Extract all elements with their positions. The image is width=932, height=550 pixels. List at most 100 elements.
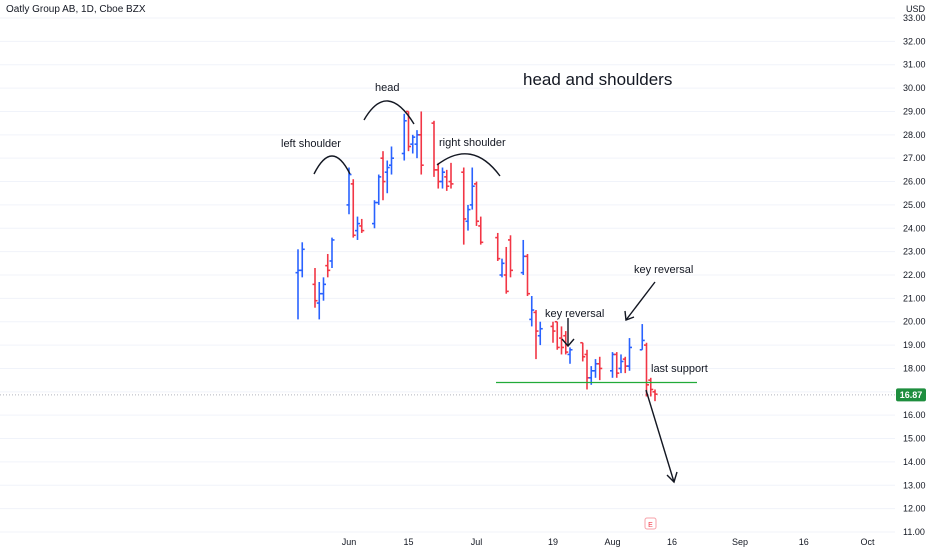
ohlc-bar xyxy=(550,321,556,343)
ohlc-bar xyxy=(567,347,573,364)
ohlc-bar xyxy=(644,342,649,397)
ohlc-bar xyxy=(610,352,615,378)
last-support-label: last support xyxy=(651,363,708,375)
ohlc-bar xyxy=(520,239,526,275)
ohlc-bar xyxy=(448,162,454,189)
x-tick-label: Jun xyxy=(342,537,357,547)
x-tick-label: 16 xyxy=(667,537,677,547)
key-reversal-label: key reversal xyxy=(634,264,693,276)
x-tick-label: Jul xyxy=(471,537,483,547)
ohlc-bar xyxy=(559,326,564,355)
ohlc-bar xyxy=(584,349,590,390)
x-tick-label: 16 xyxy=(799,537,809,547)
y-tick-label: 28.00 xyxy=(903,130,926,140)
y-tick-label: 14.00 xyxy=(903,457,926,467)
key-reversal-arrow-1 xyxy=(561,318,575,348)
x-tick-label: 15 xyxy=(403,537,413,547)
ohlc-bar xyxy=(389,146,394,175)
ohlc-bar xyxy=(652,389,658,402)
ohlc-bar xyxy=(410,134,416,154)
svg-text:E: E xyxy=(648,522,653,529)
y-tick-label: 22.00 xyxy=(903,270,926,280)
ohlc-bar xyxy=(295,249,301,320)
y-tick-label: 27.00 xyxy=(903,153,926,163)
y-tick-label: 21.00 xyxy=(903,293,926,303)
right-shoulder-label: right shoulder xyxy=(439,137,506,149)
ohlc-bar xyxy=(614,352,620,378)
y-tick-label: 15.00 xyxy=(903,434,926,444)
right-shoulder-arc xyxy=(436,153,501,177)
x-tick-label: 19 xyxy=(548,537,558,547)
ohlc-bar xyxy=(627,338,632,371)
left-shoulder-label: left shoulder xyxy=(281,138,341,150)
head-label: head xyxy=(375,82,399,94)
time-axis[interactable]: Jun 15 Jul 19 Aug 16 Sep 16 Oct xyxy=(342,537,875,547)
price-axis[interactable]: 11.0012.0013.0014.0015.0016.0017.0018.00… xyxy=(903,13,926,537)
chart-title: Oatly Group AB, 1D, Cboe BZX xyxy=(6,4,146,15)
ohlc-bar xyxy=(325,253,331,278)
ohlc-bar xyxy=(380,151,386,201)
ohlc-bar xyxy=(461,167,467,245)
ohlc-bar xyxy=(465,204,471,231)
ohlc-bar xyxy=(639,324,645,351)
y-tick-label: 16.00 xyxy=(903,410,926,420)
ohlc-bar xyxy=(359,218,365,233)
pattern-label: head and shoulders xyxy=(523,70,672,89)
key-reversal-arrow-2 xyxy=(624,281,656,321)
ohlc-bar xyxy=(418,111,424,175)
ohlc-bar xyxy=(376,174,382,205)
left-shoulder-arc xyxy=(313,155,351,175)
y-tick-label: 31.00 xyxy=(903,60,926,70)
y-tick-label: 25.00 xyxy=(903,200,926,210)
x-tick-label: Oct xyxy=(860,537,875,547)
ohlc-bar xyxy=(321,277,326,301)
ohlc-bar xyxy=(618,354,624,374)
price-bars xyxy=(295,110,658,402)
ohlc-bar xyxy=(537,321,543,346)
ohlc-bar xyxy=(499,258,505,278)
ohlc-bar xyxy=(346,167,352,215)
breakdown-arrow xyxy=(645,389,678,484)
ohlc-bar xyxy=(431,120,437,177)
head-arc xyxy=(363,100,415,125)
y-tick-label: 33.00 xyxy=(903,13,926,23)
y-tick-label: 23.00 xyxy=(903,247,926,257)
ohlc-bar xyxy=(444,169,450,191)
y-tick-label: 11.00 xyxy=(903,527,925,537)
y-tick-label: 24.00 xyxy=(903,223,926,233)
ohlc-bar xyxy=(299,242,305,278)
ohlc-bar xyxy=(554,320,560,350)
last-price-badge: 16.87 xyxy=(896,388,926,402)
y-tick-label: 30.00 xyxy=(903,83,926,93)
y-tick-label: 20.00 xyxy=(903,317,926,327)
ohlc-bar xyxy=(329,237,335,268)
y-tick-label: 13.00 xyxy=(903,480,926,490)
ohlc-bar xyxy=(622,356,628,374)
svg-text:16.87: 16.87 xyxy=(900,390,923,400)
y-tick-label: 19.00 xyxy=(903,340,926,350)
ohlc-bar xyxy=(312,267,318,308)
ohlc-bar xyxy=(533,310,539,360)
ohlc-bar xyxy=(474,181,479,226)
x-tick-label: Aug xyxy=(604,537,620,547)
ohlc-bar xyxy=(401,113,407,161)
ohlc-bar xyxy=(384,160,390,194)
ohlc-bar xyxy=(508,235,513,278)
currency-label: USD xyxy=(906,4,926,14)
ohlc-bar xyxy=(478,216,484,245)
ohlc-bar xyxy=(597,356,603,381)
earnings-marker[interactable]: E xyxy=(644,517,657,530)
ohlc-bar xyxy=(525,253,530,297)
ohlc-bar xyxy=(440,167,445,189)
y-tick-label: 18.00 xyxy=(903,363,926,373)
ohlc-bar xyxy=(503,246,509,294)
y-tick-label: 29.00 xyxy=(903,106,926,116)
ohlc-bar xyxy=(580,341,586,362)
ohlc-bar xyxy=(495,232,501,261)
ohlc-bar xyxy=(406,110,411,152)
ohlc-bar xyxy=(435,162,441,189)
y-tick-label: 26.00 xyxy=(903,177,926,187)
y-tick-label: 32.00 xyxy=(903,36,926,46)
ohlc-bar xyxy=(648,377,654,397)
